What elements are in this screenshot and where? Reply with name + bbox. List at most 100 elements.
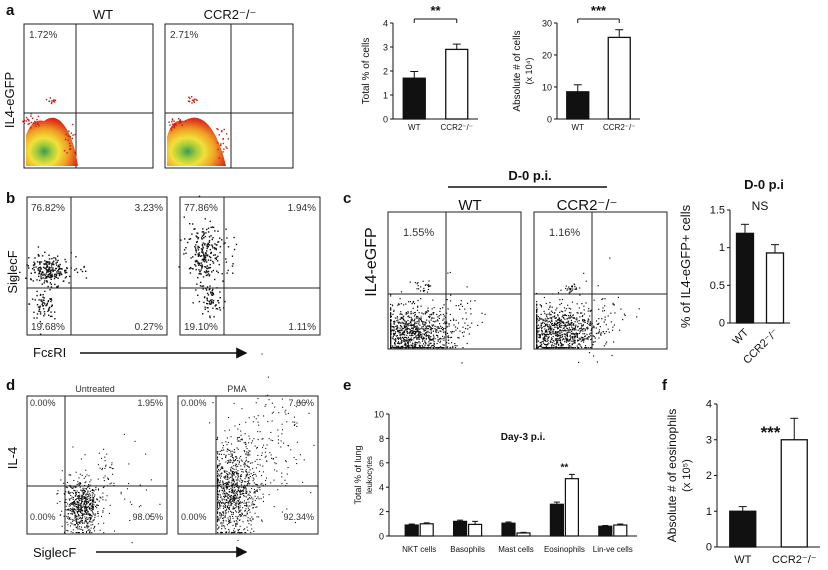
event-dot	[414, 334, 416, 336]
event-dot	[238, 461, 240, 463]
event-dot	[430, 327, 432, 329]
event-dot	[236, 492, 238, 494]
event-dot	[217, 517, 219, 519]
event-dot	[547, 339, 549, 342]
event-dot	[226, 492, 228, 494]
event-dot	[580, 340, 582, 342]
event-dot	[217, 509, 219, 511]
event-dot	[564, 347, 567, 349]
event-dot	[432, 299, 434, 301]
event-dot	[88, 500, 90, 502]
event-dot	[180, 120, 182, 123]
event-dot	[41, 302, 44, 304]
event-dot	[577, 347, 579, 349]
event-dot	[581, 324, 583, 326]
event-dot	[104, 475, 106, 477]
event-dot	[46, 302, 49, 304]
event-dot	[51, 315, 53, 317]
event-dot	[256, 490, 258, 492]
x-category-label: CCR2⁻/⁻	[772, 554, 817, 566]
event-dot	[78, 499, 80, 501]
event-dot	[68, 130, 70, 132]
event-dot	[217, 271, 219, 274]
event-dot	[235, 507, 237, 509]
event-dot	[451, 342, 453, 344]
event-dot	[587, 320, 589, 322]
event-dot	[66, 271, 68, 274]
event-dot	[235, 502, 237, 504]
event-dot	[413, 319, 415, 322]
event-dot	[70, 267, 72, 269]
event-dot	[80, 504, 82, 506]
event-dot	[582, 325, 584, 327]
event-dot	[413, 344, 416, 346]
event-dot	[211, 301, 213, 303]
event-dot	[74, 512, 76, 514]
event-dot	[539, 304, 541, 306]
event-dot	[284, 479, 286, 481]
event-dot	[103, 448, 105, 450]
event-dot	[570, 316, 572, 318]
event-dot	[38, 124, 40, 127]
event-dot	[233, 520, 235, 522]
b-flow-events-2	[178, 195, 238, 319]
event-dot	[208, 239, 211, 242]
event-dot	[231, 475, 233, 477]
event-dot	[71, 492, 73, 494]
event-dot	[227, 507, 229, 509]
event-dot	[223, 489, 225, 491]
event-dot	[542, 340, 544, 342]
event-dot	[400, 338, 402, 340]
event-dot	[566, 333, 568, 335]
event-dot	[40, 261, 43, 263]
event-dot	[211, 290, 213, 292]
event-dot	[226, 450, 228, 452]
event-dot	[580, 322, 582, 325]
event-dot	[231, 255, 234, 257]
event-dot	[444, 336, 446, 338]
event-dot	[90, 499, 92, 501]
event-dot	[419, 328, 421, 330]
event-dot	[443, 344, 445, 346]
event-dot	[398, 345, 400, 347]
event-dot	[75, 268, 78, 270]
event-dot	[557, 315, 559, 317]
event-dot	[232, 508, 234, 510]
event-dot	[251, 440, 253, 442]
event-dot	[171, 123, 174, 125]
event-dot	[91, 489, 93, 491]
event-dot	[93, 489, 95, 491]
event-dot	[243, 487, 245, 489]
event-dot	[92, 499, 94, 501]
event-dot	[109, 504, 111, 506]
event-dot	[463, 331, 465, 333]
event-dot	[245, 470, 247, 472]
event-dot	[588, 323, 590, 326]
event-dot	[442, 329, 444, 331]
event-dot	[43, 297, 45, 299]
event-dot	[432, 344, 435, 346]
event-dot	[232, 473, 234, 475]
event-dot	[234, 498, 236, 500]
event-dot	[405, 328, 407, 330]
event-dot	[206, 228, 208, 231]
event-dot	[409, 331, 411, 333]
event-dot	[247, 465, 249, 467]
event-dot	[424, 347, 426, 349]
event-dot	[86, 522, 88, 524]
event-dot	[407, 341, 409, 343]
event-dot	[576, 334, 578, 336]
event-dot	[79, 486, 81, 488]
event-dot	[74, 502, 76, 504]
event-dot	[86, 496, 88, 498]
event-dot	[57, 266, 59, 268]
event-dot	[240, 434, 242, 436]
event-dot	[258, 424, 260, 426]
event-dot	[545, 347, 547, 349]
event-dot	[390, 337, 392, 340]
panel-label-b: b	[6, 190, 15, 207]
event-dot	[249, 519, 251, 521]
event-dot	[258, 498, 260, 500]
event-dot	[89, 519, 91, 521]
